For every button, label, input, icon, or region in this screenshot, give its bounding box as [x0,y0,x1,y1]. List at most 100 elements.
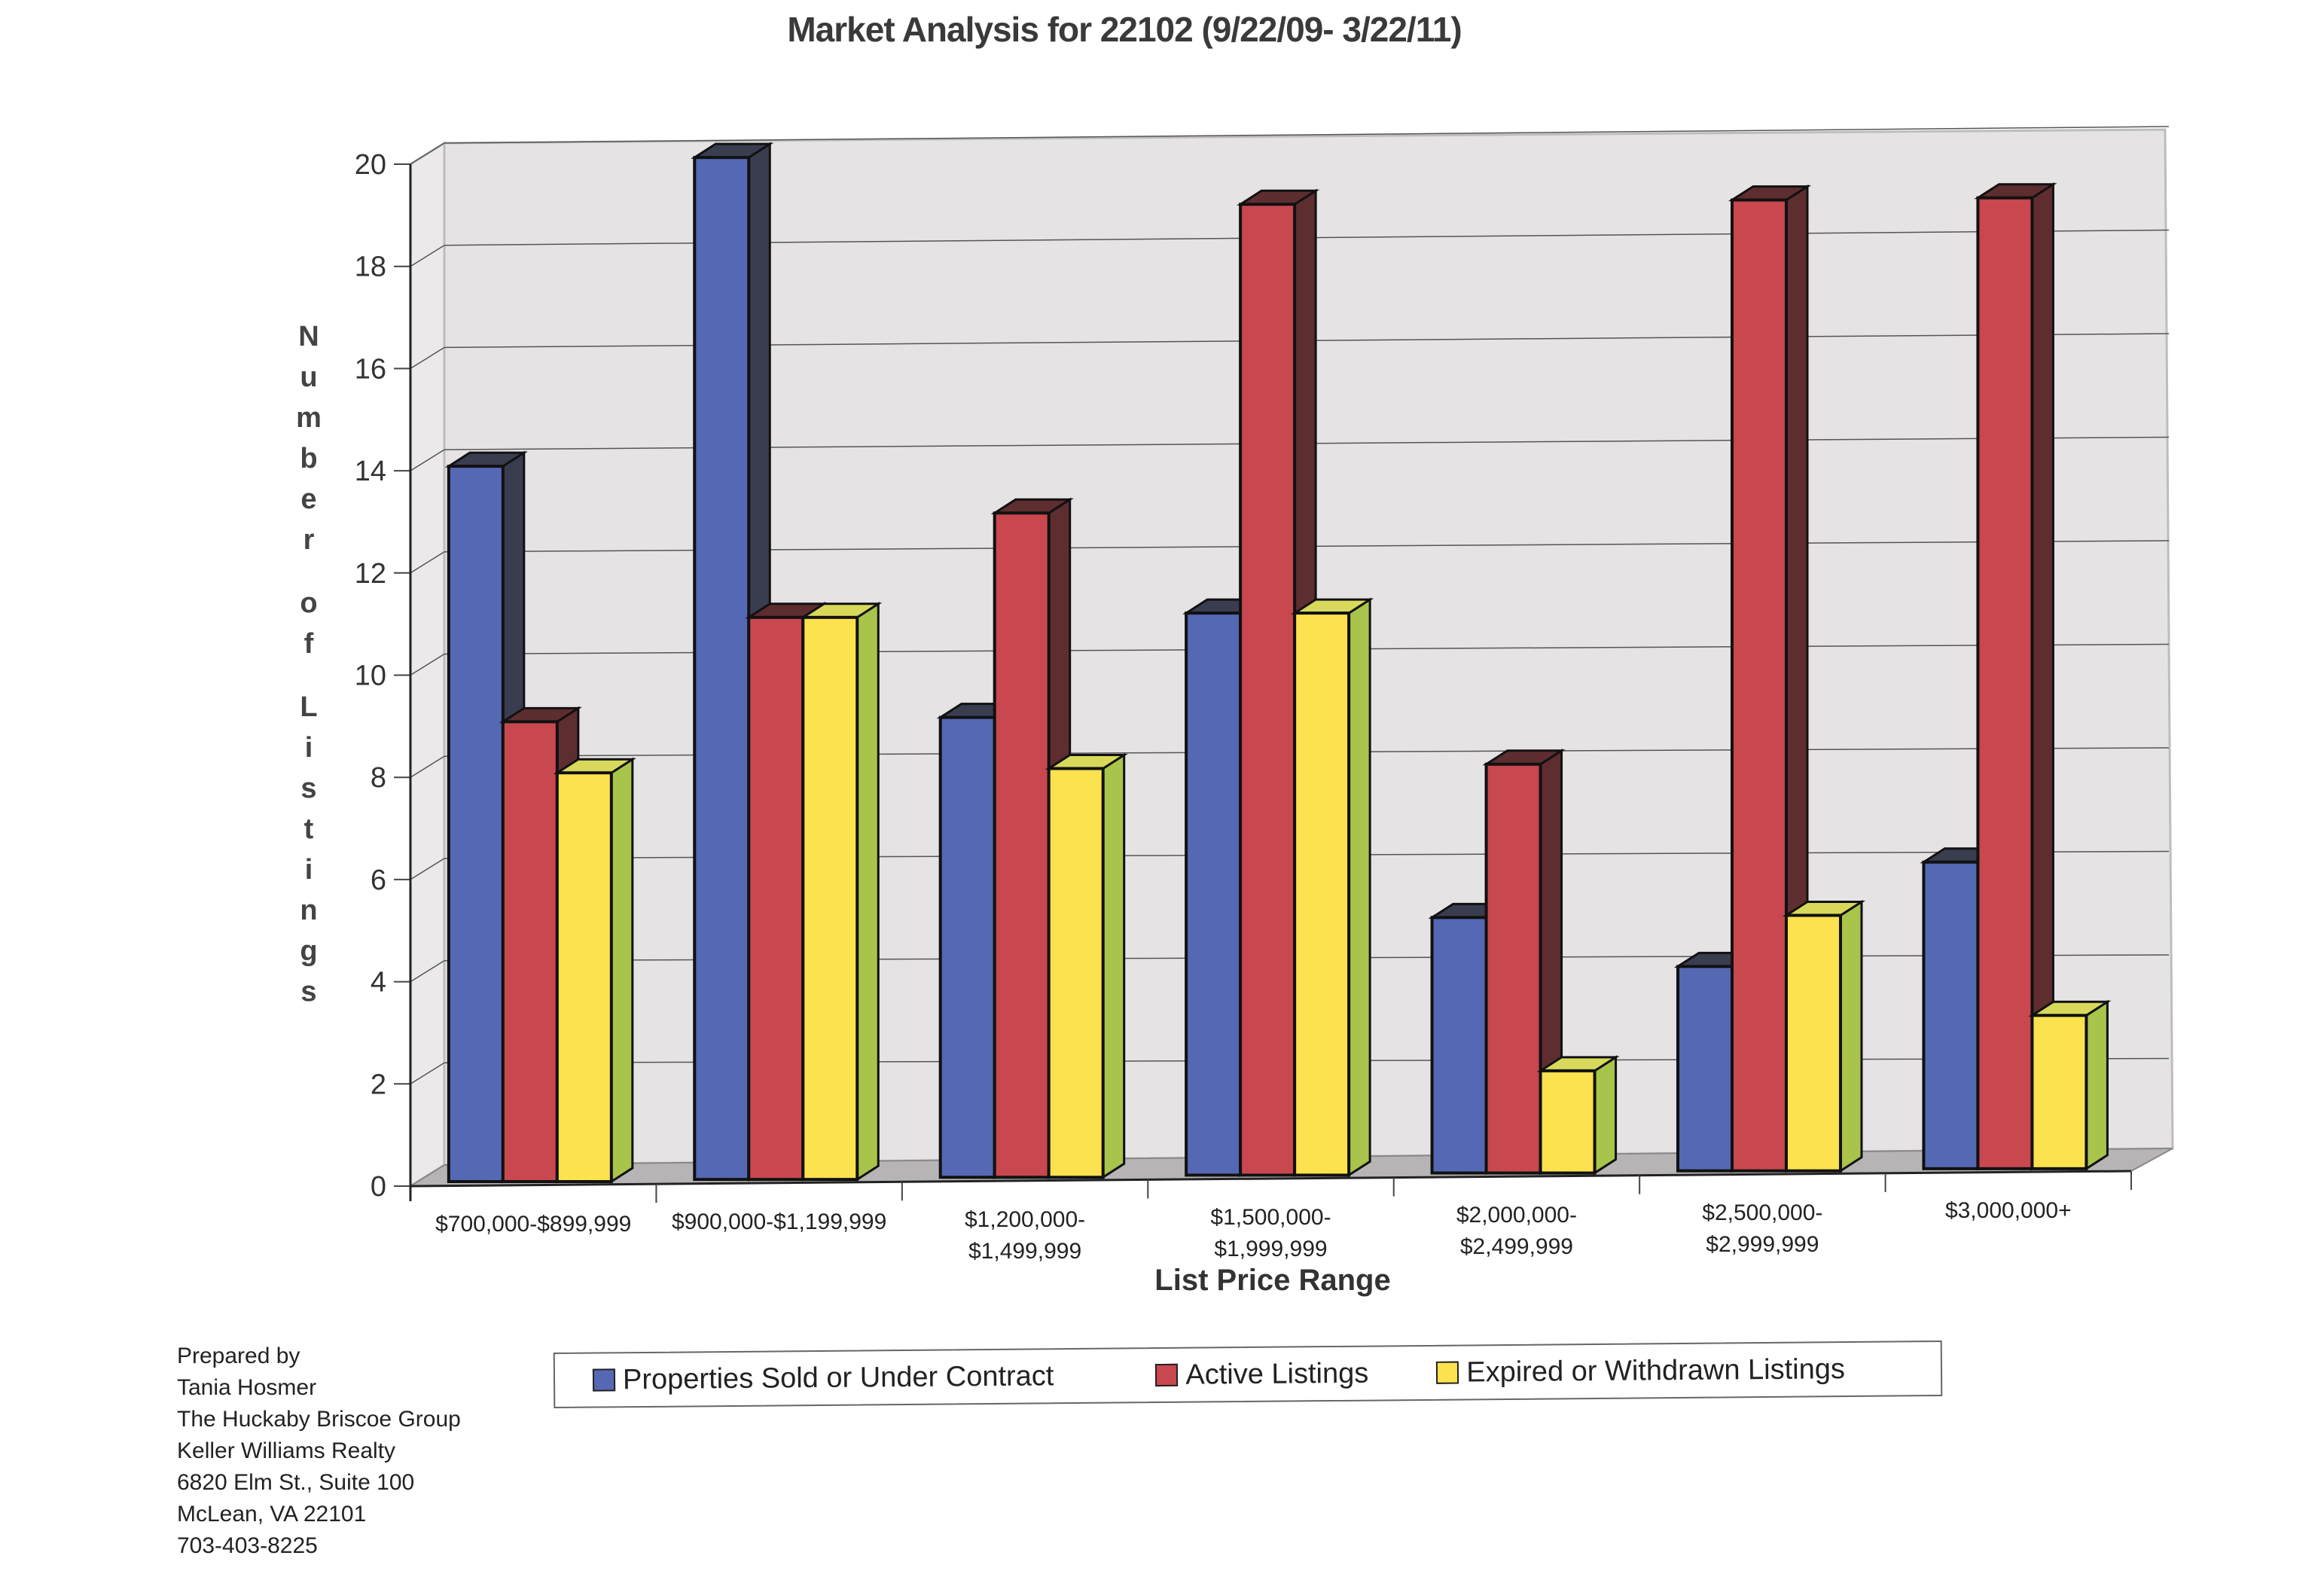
legend-item: Active Listings [1155,1357,1368,1391]
bar-side [1347,597,1371,1178]
y-tick-label: 6 [371,865,386,896]
chart-plot-area: 0 2 4 6 8 10 12 14 16 18 20 [355,126,2174,1203]
x-axis-label: List Price Range [1154,1264,1391,1297]
x-tick-label-line: $1,499,999 [968,1239,1082,1264]
y-axis-label-letter: s [300,976,317,1008]
x-tick-label-line: $2,999,999 [1706,1232,1819,1257]
legend-swatch [1155,1363,1179,1387]
gridline-side [410,959,445,983]
y-axis-label-letter: o [300,587,318,619]
y-axis-label-letter: i [304,732,313,764]
bar [801,615,859,1182]
x-tick-label-line: $1,999,999 [1214,1237,1328,1261]
legend-label: Active Listings [1185,1357,1369,1391]
y-tick-label: 14 [355,456,386,487]
legend-label: Expired or Withdrawn Listings [1466,1353,1846,1388]
gridline-side [410,245,445,267]
x-tick-label-line: $1,500,000- [1210,1205,1331,1230]
y-axis-label-letter: N [298,321,319,352]
prepared-by-line: The Huckaby Briscoe Group [177,1407,461,1432]
bar-side [2085,999,2109,1171]
y-axis-label-letter: t [303,813,314,845]
legend-item: Expired or Withdrawn Listings [1436,1353,1845,1389]
bar-group [1536,1055,1620,1176]
bar [1676,965,1734,1173]
prepared-by-line: 703-403-8225 [177,1533,318,1558]
bar [938,715,996,1179]
x-tick-label-line: $2,000,000- [1456,1203,1577,1228]
y-axis-label-letter: f [303,628,314,660]
prepared-by-line: 6820 Elm St., Suite 100 [177,1470,415,1495]
y-axis-label-letter: s [300,773,317,804]
x-tick-label: $700,000-$899,999 [413,1209,654,1240]
bar [447,465,505,1183]
bar [1784,914,1842,1173]
legend-item: Properties Sold or Under Contract [592,1359,1054,1396]
x-tick-label: $2,000,000- $2,499,999 [1396,1200,1637,1263]
x-axis-line [410,1170,2132,1188]
x-tick-label-line: $3,000,000+ [1944,1198,2072,1223]
bar-group [1782,899,1866,1173]
y-axis-label-letter: L [300,691,318,723]
legend-label: Properties Sold or Under Contract [622,1359,1054,1395]
y-axis-label-letter: b [300,443,318,474]
bar-side [1594,1055,1618,1176]
y-tick-label: 8 [371,762,386,794]
bar [1539,1069,1597,1175]
gridline-side [410,449,445,471]
x-tick-label: $2,500,000- $2,999,999 [1642,1197,1883,1261]
prepared-by-line: McLean, VA 22101 [177,1502,367,1527]
bar [1239,203,1297,1177]
y-axis-label-letter: e [300,483,317,515]
bar [1730,198,1788,1173]
x-tick-label-line: $2,499,999 [1459,1234,1573,1259]
bar-group [553,757,636,1184]
bar [993,511,1051,1179]
y-tick-label: 12 [355,558,386,590]
bar [1185,612,1243,1177]
chart-title: Market Analysis for 22102 (9/22/09- 3/22… [787,10,1462,49]
gridline-side [410,858,445,880]
gridline-side [410,142,445,165]
y-tick-label: 16 [355,353,386,385]
x-tick-label-line: $1,200,000- [964,1207,1086,1232]
bar [1976,196,2034,1170]
bar-side [610,757,634,1184]
gridline [444,126,2170,144]
bar-group [2028,999,2112,1171]
y-axis-label-letter: g [300,935,318,967]
x-tick-label: $3,000,000+ [1888,1195,2129,1227]
bar [555,771,613,1183]
x-tick-label-line: $900,000-$1,199,999 [672,1209,887,1234]
y-axis-label-letter: n [300,895,318,926]
prepared-by-line: Keller Williams Realty [177,1438,396,1463]
bar [2030,1014,2088,1170]
y-tick-label: 10 [355,660,386,692]
y-axis-label-letter: m [296,402,322,434]
y-tick-label: 2 [371,1069,386,1100]
gridline-side [410,755,445,778]
bar-side [1839,899,1863,1173]
x-tick-label: $1,200,000- $1,499,999 [904,1204,1145,1267]
bar [1430,916,1488,1175]
gridline-side [410,551,445,574]
y-tick-label: 20 [355,149,386,181]
bar [747,615,805,1182]
bar-group [1974,181,2057,1171]
bar [1922,860,1980,1170]
y-axis-label-letter: i [304,854,313,886]
legend-swatch [592,1368,616,1392]
gridline-side [410,346,445,370]
bar [1293,612,1351,1177]
bar-group [799,602,883,1182]
y-tick-label: 18 [355,252,386,283]
bar [1047,767,1105,1179]
gridline-side [410,653,445,676]
bar-side [855,602,880,1182]
bar [1484,762,1542,1175]
bar [693,156,751,1182]
x-tick-label: $1,500,000- $1,999,999 [1151,1202,1392,1265]
chart-legend: Properties Sold or Under Contract Active … [553,1340,1943,1409]
x-tick-label-line: $700,000-$899,999 [435,1212,632,1237]
